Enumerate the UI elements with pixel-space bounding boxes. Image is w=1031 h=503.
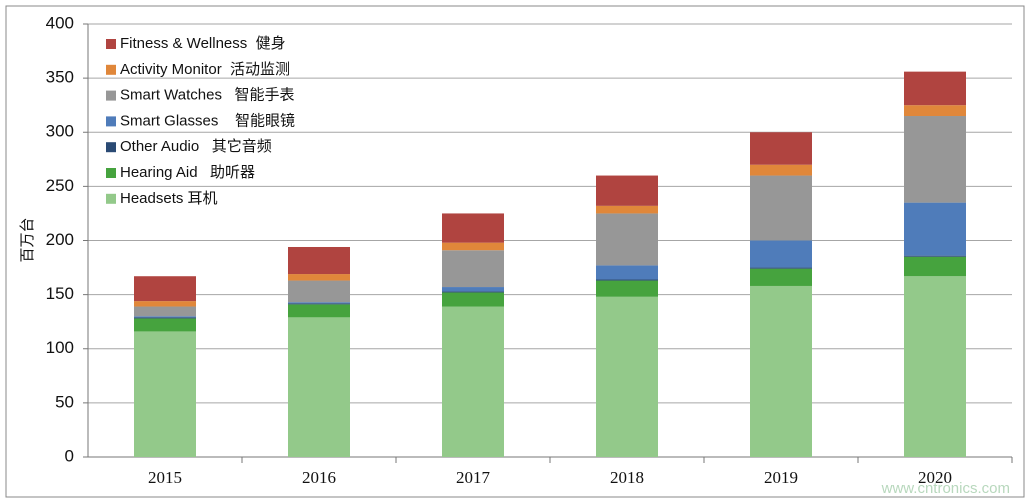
x-tick-label: 2017 (456, 468, 491, 487)
y-tick-label: 0 (65, 446, 74, 465)
bar-segment (134, 306, 196, 317)
bar-segment (904, 255, 966, 257)
bar-segment (750, 285, 812, 457)
y-tick-label: 50 (55, 392, 74, 411)
bar-segment (596, 175, 658, 206)
bar-segment (288, 274, 350, 281)
x-tick-label: 2020 (918, 468, 952, 487)
x-tick-label: 2018 (610, 468, 644, 487)
bar-segment (134, 318, 196, 332)
bar-segment (750, 240, 812, 268)
bar-segment (904, 256, 966, 277)
y-tick-label: 400 (46, 13, 74, 32)
legend-swatch (106, 39, 116, 49)
bar-segment (288, 280, 350, 303)
bar-segment (904, 276, 966, 457)
legend-swatch (106, 193, 116, 204)
legend-label: Headsets 耳机 (120, 190, 218, 207)
y-axis-label: 百万台 (19, 217, 36, 262)
bar-segment (442, 292, 504, 307)
bar-segment (904, 202, 966, 256)
legend-label: Other Audio 其它音频 (120, 137, 272, 155)
bar-segment (134, 317, 196, 319)
legend-label: Hearing Aid 助听器 (120, 164, 255, 181)
legend-swatch (106, 64, 116, 75)
chart-border (5, 5, 1025, 498)
bar-segment (904, 105, 966, 117)
watermark: www.cntronics.com (881, 480, 1010, 497)
bar-segment (596, 279, 658, 281)
legend-swatch (106, 116, 116, 127)
y-tick-label: 300 (46, 122, 74, 141)
legend-swatch (106, 90, 116, 101)
bar-segment (596, 213, 658, 266)
bar-segment (750, 132, 812, 165)
y-tick-label: 150 (46, 284, 74, 303)
bar-segment (442, 291, 504, 293)
y-tick-label: 100 (46, 338, 74, 357)
y-tick-label: 350 (46, 68, 74, 87)
legend-swatch (106, 168, 116, 178)
bar-segment (134, 316, 196, 318)
bar-segment (442, 242, 504, 251)
bar-segment (750, 268, 812, 286)
bar-segment (442, 287, 504, 292)
legend-label: Smart Watches 智能手表 (120, 86, 294, 104)
bar-segment (750, 267, 812, 269)
bar-segment (134, 331, 196, 457)
legend-swatch (106, 142, 116, 153)
y-tick-label: 200 (46, 230, 74, 249)
bar-segment (596, 265, 658, 280)
y-tick-label: 250 (46, 176, 74, 195)
bar-segment (288, 246, 350, 275)
bar-segment (288, 302, 350, 304)
x-tick-label: 2019 (764, 468, 798, 487)
bar-segment (750, 164, 812, 176)
bar-segment (288, 304, 350, 318)
bar-segment (750, 175, 812, 241)
bar-segment (288, 303, 350, 305)
bar-segment (134, 276, 196, 302)
bar-segment (904, 116, 966, 203)
bar-segment (442, 213, 504, 243)
bar-segment (596, 205, 658, 214)
bar-segment (904, 71, 966, 106)
legend-label: Smart Glasses 智能眼镜 (120, 111, 295, 129)
bar-segment (596, 296, 658, 457)
bar-segment (442, 306, 504, 457)
legend-label: Fitness & Wellness 健身 (120, 35, 286, 52)
bar-segment (442, 250, 504, 288)
legend-label: Activity Monitor 活动监测 (120, 61, 290, 78)
x-tick-label: 2016 (302, 468, 336, 487)
bar-segment (134, 301, 196, 307)
x-tick-label: 2015 (148, 468, 182, 487)
bar-segment (288, 317, 350, 457)
bar-segment (596, 280, 658, 297)
